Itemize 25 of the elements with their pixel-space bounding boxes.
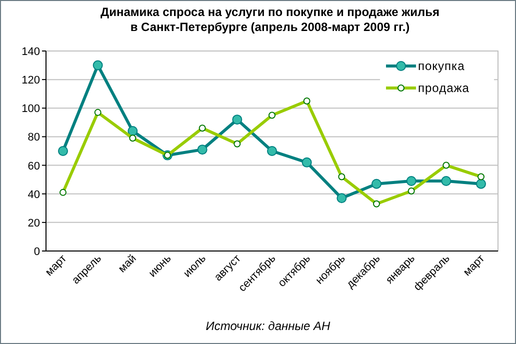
- legend-label: продажа: [418, 81, 470, 95]
- y-tick-label: 100: [22, 103, 40, 116]
- point: [406, 176, 416, 186]
- point: [92, 60, 103, 70]
- y-tick-label: 80: [28, 132, 40, 144]
- point: [128, 126, 138, 136]
- text: Источник: данные АН: [206, 319, 331, 333]
- chart-title: Динамика спроса на услуги по покупке и продаже жилья в Санкт-Петербурге (апрель 2008-март 2009 гг.): [100, 5, 440, 34]
- x-tick-label: май: [116, 252, 139, 276]
- point: [302, 157, 312, 168]
- point: [58, 146, 68, 156]
- point: [267, 146, 277, 156]
- y-tick-label: 20: [28, 217, 40, 230]
- point: [372, 178, 382, 189]
- y-tick-label: 40: [28, 188, 40, 201]
- y-tick-label: 0: [34, 246, 40, 258]
- point: [336, 193, 347, 204]
- legend-label: покупка: [418, 59, 465, 73]
- y-tick-label: 120: [22, 74, 40, 87]
- point: [232, 114, 242, 125]
- point: [441, 176, 452, 186]
- y-tick-label: 140: [22, 46, 40, 58]
- y-tick-label: 60: [28, 160, 40, 172]
- point: [476, 178, 486, 189]
- point: [197, 144, 208, 155]
